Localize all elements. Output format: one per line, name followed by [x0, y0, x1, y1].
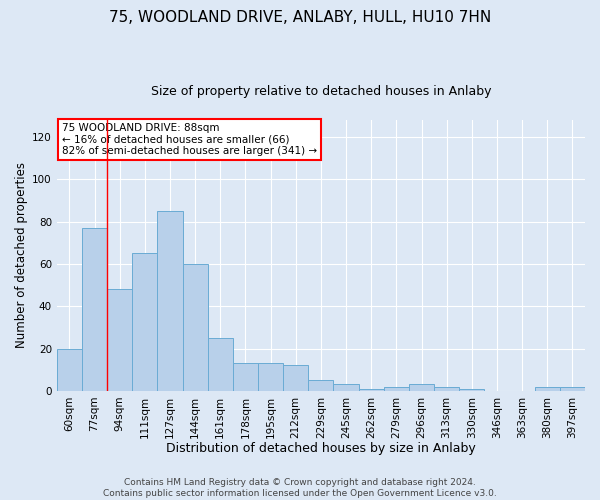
Bar: [283, 366, 308, 391]
Bar: [359, 388, 384, 391]
Y-axis label: Number of detached properties: Number of detached properties: [15, 162, 28, 348]
Bar: [57, 348, 82, 391]
X-axis label: Distribution of detached houses by size in Anlaby: Distribution of detached houses by size …: [166, 442, 476, 455]
Bar: [384, 386, 409, 391]
Bar: [233, 364, 258, 391]
Text: 75, WOODLAND DRIVE, ANLABY, HULL, HU10 7HN: 75, WOODLAND DRIVE, ANLABY, HULL, HU10 7…: [109, 10, 491, 25]
Bar: [82, 228, 107, 391]
Text: 75 WOODLAND DRIVE: 88sqm
← 16% of detached houses are smaller (66)
82% of semi-d: 75 WOODLAND DRIVE: 88sqm ← 16% of detach…: [62, 122, 317, 156]
Bar: [560, 386, 585, 391]
Bar: [459, 388, 484, 391]
Text: Contains HM Land Registry data © Crown copyright and database right 2024.
Contai: Contains HM Land Registry data © Crown c…: [103, 478, 497, 498]
Bar: [334, 384, 359, 391]
Bar: [107, 290, 132, 391]
Bar: [409, 384, 434, 391]
Bar: [258, 364, 283, 391]
Bar: [208, 338, 233, 391]
Bar: [308, 380, 334, 391]
Bar: [157, 211, 182, 391]
Bar: [535, 386, 560, 391]
Bar: [182, 264, 208, 391]
Title: Size of property relative to detached houses in Anlaby: Size of property relative to detached ho…: [151, 85, 491, 98]
Bar: [434, 386, 459, 391]
Bar: [132, 254, 157, 391]
